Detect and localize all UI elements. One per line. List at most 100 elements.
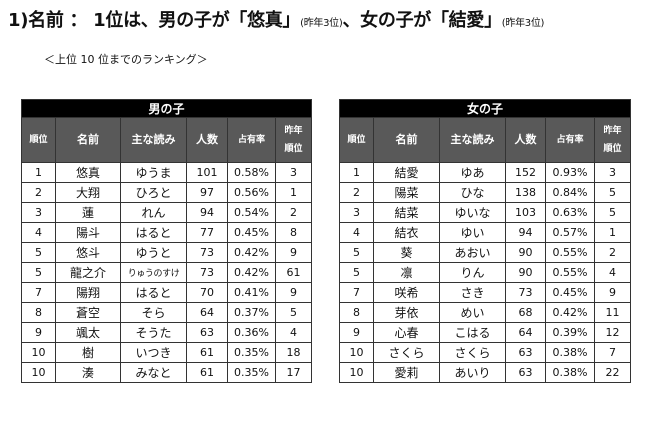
title-main-b: 、女の子が「結愛」 <box>342 10 502 31</box>
name-cell: 悠真 <box>55 162 121 183</box>
table-row: 2 大翔 ひろと 97 0.56% 1 <box>21 182 313 203</box>
rank-cell: 4 <box>339 222 374 243</box>
share-cell: 0.42% <box>227 242 276 263</box>
rank-cell: 5 <box>21 262 56 283</box>
share-cell: 0.35% <box>227 362 276 383</box>
share-cell: 0.41% <box>227 282 276 303</box>
table-row: 4 結衣 ゆい 94 0.57% 1 <box>339 222 632 243</box>
share-cell: 0.45% <box>545 282 595 303</box>
share-cell: 0.93% <box>545 162 595 183</box>
rank-cell: 8 <box>21 302 56 323</box>
table-row: 1 結愛 ゆあ 152 0.93% 3 <box>339 162 632 183</box>
col-prev-line1: 昨年 <box>603 126 622 136</box>
count-cell: 61 <box>186 342 228 363</box>
share-cell: 0.63% <box>545 202 595 223</box>
girls-ranking-table: 女の子 順位 名前 主な読み 人数 占有率 昨年 順位 1 結愛 ゆあ 152 0.93%… <box>338 99 632 383</box>
rank-cell: 5 <box>339 242 374 263</box>
table-row: 5 葵あおい 90 0.55% 2 <box>339 242 632 263</box>
prev-rank-cell: 7 <box>593 342 632 363</box>
count-cell: 63 <box>505 362 546 383</box>
table-row: 10 湊みなと 61 0.35% 17 <box>21 362 313 383</box>
col-share-header: 占有率 <box>545 117 595 163</box>
reading-cell: みなと <box>120 362 187 383</box>
name-cell: 芽依 <box>373 302 440 323</box>
prev-rank-cell: 3 <box>593 162 632 183</box>
share-cell: 0.84% <box>545 182 595 203</box>
boys-table-body: 1 悠真 ゆうま 101 0.58% 3 2 大翔 ひろと 97 0.56% 1 3 蓮れん 94 0.54%… <box>21 162 313 383</box>
rank-cell: 1 <box>21 162 56 183</box>
share-cell: 0.39% <box>545 322 595 343</box>
reading-cell: そうた <box>120 322 187 343</box>
reading-cell: はると <box>120 222 187 243</box>
rank-cell: 10 <box>339 342 374 363</box>
prev-rank-cell: 18 <box>274 342 313 363</box>
name-cell: さくら <box>373 342 440 363</box>
count-cell: 64 <box>186 302 228 323</box>
count-cell: 138 <box>505 182 546 203</box>
name-cell: 凛 <box>373 262 440 283</box>
count-cell: 90 <box>505 262 546 283</box>
count-cell: 70 <box>186 282 228 303</box>
reading-cell: りん <box>439 262 506 283</box>
count-cell: 73 <box>186 262 228 283</box>
prev-rank-cell: 4 <box>274 322 313 343</box>
share-cell: 0.42% <box>227 262 276 283</box>
table-row: 1 悠真 ゆうま 101 0.58% 3 <box>21 162 313 183</box>
reading-cell: りゅうのすけ <box>120 262 187 283</box>
name-cell: 陽斗 <box>55 222 121 243</box>
reading-cell: さくら <box>439 342 506 363</box>
name-cell: 樹 <box>55 342 121 363</box>
rank-cell: 10 <box>21 362 56 383</box>
reading-cell: ひな <box>439 182 506 203</box>
share-cell: 0.42% <box>545 302 595 323</box>
name-cell: 蒼空 <box>55 302 121 323</box>
reading-cell: こはる <box>439 322 506 343</box>
rank-cell: 7 <box>21 282 56 303</box>
title-note-girls: (昨年3位) <box>501 18 545 29</box>
count-cell: 63 <box>186 322 228 343</box>
prev-rank-cell: 9 <box>593 282 632 303</box>
reading-cell: ゆいな <box>439 202 506 223</box>
share-cell: 0.35% <box>227 342 276 363</box>
table-row: 7 咲希 さき 73 0.45% 9 <box>339 282 632 303</box>
title-main-a: 1)名前 ： 1位は、男の子が「悠真」 <box>8 10 301 31</box>
rank-cell: 3 <box>21 202 56 223</box>
col-reading-header: 主な読み <box>439 117 506 163</box>
table-row: 3 結菜 ゆいな 103 0.63% 5 <box>339 202 632 223</box>
reading-cell: ひろと <box>120 182 187 203</box>
reading-cell: いつき <box>120 342 187 363</box>
table-row: 10 さくら さくら 63 0.38% 7 <box>339 342 632 363</box>
reading-cell: めい <box>439 302 506 323</box>
girls-table-title: 女の子 <box>338 99 632 118</box>
prev-rank-cell: 2 <box>593 242 632 263</box>
prev-rank-cell: 5 <box>274 302 313 323</box>
prev-rank-cell: 9 <box>274 282 313 303</box>
share-cell: 0.55% <box>545 242 595 263</box>
prev-rank-cell: 11 <box>593 302 632 323</box>
rank-cell: 10 <box>339 362 374 383</box>
col-count-header: 人数 <box>186 117 228 163</box>
reading-cell: あおい <box>439 242 506 263</box>
rank-cell: 9 <box>339 322 374 343</box>
name-cell: 愛莉 <box>373 362 440 383</box>
page-title: 1)名前 ： 1位は、男の子が「悠真」(昨年3位)、女の子が「結愛」(昨年3位) <box>8 6 644 32</box>
prev-rank-cell: 9 <box>274 242 313 263</box>
name-cell: 陽菜 <box>373 182 440 203</box>
col-name-header: 名前 <box>55 117 121 163</box>
reading-cell: あいり <box>439 362 506 383</box>
prev-rank-cell: 5 <box>593 202 632 223</box>
name-cell: 葵 <box>373 242 440 263</box>
count-cell: 73 <box>186 242 228 263</box>
share-cell: 0.57% <box>545 222 595 243</box>
share-cell: 0.56% <box>227 182 276 203</box>
table-row: 5 悠斗 ゆうと 73 0.42% 9 <box>21 242 313 263</box>
table-row: 7 陽翔 はると 70 0.41% 9 <box>21 282 313 303</box>
rank-cell: 8 <box>339 302 374 323</box>
count-cell: 101 <box>186 162 228 183</box>
table-row: 5 龍之介 りゅうのすけ 73 0.42% 61 <box>21 262 313 283</box>
prev-rank-cell: 5 <box>593 182 632 203</box>
prev-rank-cell: 12 <box>593 322 632 343</box>
count-cell: 152 <box>505 162 546 183</box>
table-row: 9 心春 こはる 64 0.39% 12 <box>339 322 632 343</box>
prev-rank-cell: 2 <box>274 202 313 223</box>
